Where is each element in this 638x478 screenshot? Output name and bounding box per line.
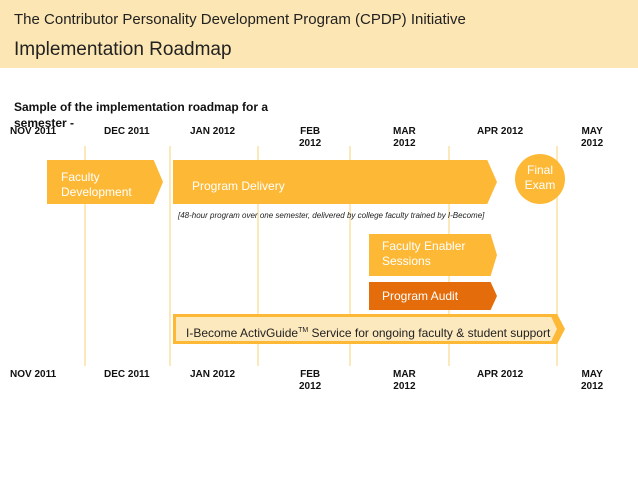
faculty-development-arrow: Faculty Development [47,160,163,204]
month-label: APR 2012 [477,369,524,380]
timeline-gridline [556,146,558,366]
month-label: MAR 2012 [393,126,416,149]
month-label: APR 2012 [477,126,524,137]
month-label: DEC 2011 [104,369,150,380]
program-delivery-note: [48-hour program over one semester, deli… [178,211,485,220]
final-exam-circle: Final Exam [515,154,565,204]
faculty-enabler-sessions-arrow: Faculty Enabler Sessions [369,234,497,276]
program-delivery-arrow: Program Delivery [173,160,497,204]
timeline-gridline [84,146,86,366]
month-label: FEB 2012 [299,126,322,149]
month-label: FEB 2012 [299,369,322,392]
month-label: DEC 2011 [104,126,150,137]
page-subtitle: Implementation Roadmap [14,39,232,60]
month-label: JAN 2012 [190,369,236,380]
month-label: NOV 2011 [10,126,57,137]
month-label: NOV 2011 [10,369,57,380]
month-axis-top: NOV 2011 DEC 2011 JAN 2012 FEB 2012 MAR … [0,126,638,154]
month-label: MAY 2012 [581,369,604,392]
month-label: MAY 2012 [581,126,604,149]
roadmap-caption: Sample of the implementation roadmap for… [14,100,269,130]
service-arrow-fill [176,317,557,341]
timeline-gridline [349,146,351,366]
service-label: I-Become ActivGuideTM Service for ongoin… [186,326,551,340]
month-axis-bottom: NOV 2011 DEC 2011 JAN 2012 FEB 2012 MAR … [0,369,638,397]
timeline-gridline [257,146,259,366]
program-audit-arrow: Program Audit [369,282,497,310]
timeline-gridline [169,146,171,366]
header-banner: The Contributor Personality Development … [0,0,638,68]
page-title: The Contributor Personality Development … [14,11,466,28]
month-label: JAN 2012 [190,126,236,137]
month-label: MAR 2012 [393,369,416,392]
